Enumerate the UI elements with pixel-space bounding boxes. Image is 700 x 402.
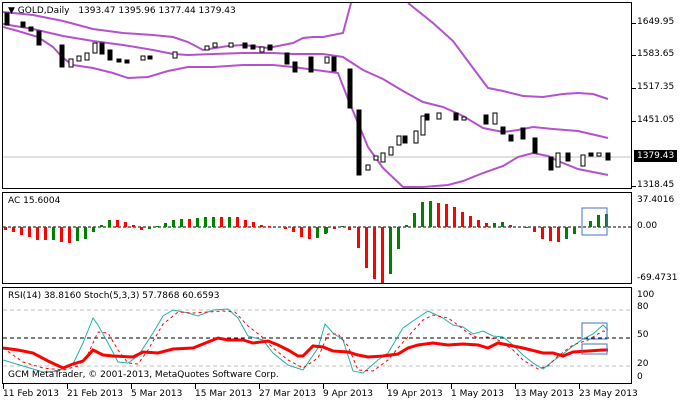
ac-histogram-canvas [3, 201, 631, 283]
price-label: 1517.35 [637, 82, 675, 92]
rsi-highlight-box [581, 343, 608, 355]
price-tick [632, 186, 636, 187]
rsi-axis-100: 100 [637, 290, 655, 300]
rsi-axis-50: 50 [637, 330, 649, 340]
highlight-box [581, 207, 608, 236]
copyright-text: GCM MetaTrader, © 2001-2013, MetaQuotes … [8, 370, 279, 380]
rsi-axis-0: 0 [637, 372, 643, 382]
price-tick [632, 55, 636, 56]
price-chart-panel[interactable]: ▼ GOLD,Daily 1393.47 1395.96 1377.44 137… [2, 2, 632, 189]
ac-title: AC 15.6004 [8, 196, 61, 206]
time-label: 15 Mar 2013 [195, 389, 253, 399]
price-label: 1649.95 [637, 17, 675, 27]
time-label: 5 Mar 2013 [131, 389, 183, 399]
time-label: 23 May 2013 [579, 389, 638, 399]
symbol-label: GOLD,Daily [17, 6, 70, 16]
rsi-axis-80: 80 [637, 302, 649, 312]
price-tick [632, 121, 636, 122]
price-chart-canvas [3, 3, 631, 188]
time-tick [515, 384, 516, 389]
price-label: 1451.05 [637, 115, 675, 125]
time-label: 19 Apr 2013 [387, 389, 443, 399]
price-label: 1583.65 [637, 49, 675, 59]
time-tick [579, 384, 580, 389]
price-label: 1318.45 [637, 180, 675, 190]
current-price-tag: 1379.43 [634, 150, 678, 162]
chart-title: ▼ GOLD,Daily 1393.47 1395.96 1377.44 137… [8, 6, 236, 16]
time-tick [451, 384, 452, 389]
time-tick [131, 384, 132, 389]
time-label: 13 May 2013 [515, 389, 574, 399]
time-tick [3, 384, 4, 389]
time-label: 21 Feb 2013 [67, 389, 124, 399]
rsi-stoch-title: RSI(14) 38.8160 Stoch(5,3,3) 57.7868 60.… [8, 291, 220, 301]
time-tick [387, 384, 388, 389]
time-label: 1 May 2013 [451, 389, 504, 399]
rsi-stoch-canvas [3, 308, 631, 374]
ohlc-values: 1393.47 1395.96 1377.44 1379.43 [78, 6, 236, 16]
ac-axis-max: 37.4016 [637, 195, 675, 205]
time-tick [67, 384, 68, 389]
time-label: 27 Mar 2013 [259, 389, 317, 399]
price-tick [632, 23, 636, 24]
time-tick [323, 384, 324, 389]
price-tick [632, 88, 636, 89]
ac-axis-min: -69.4731 [637, 273, 678, 283]
dropdown-triangle-icon[interactable]: ▼ [8, 6, 15, 16]
time-tick [259, 384, 260, 389]
time-tick [195, 384, 196, 389]
time-label: 11 Feb 2013 [3, 389, 60, 399]
stoch-highlight-box [581, 322, 608, 340]
ac-axis-zero: 0.00 [637, 221, 658, 231]
time-label: 9 Apr 2013 [323, 389, 373, 399]
ac-indicator-panel[interactable]: AC 15.6004 [2, 192, 632, 284]
rsi-stoch-indicator-panel[interactable]: RSI(14) 38.8160 Stoch(5,3,3) 57.7868 60.… [2, 287, 632, 384]
rsi-axis-20: 20 [637, 359, 649, 369]
